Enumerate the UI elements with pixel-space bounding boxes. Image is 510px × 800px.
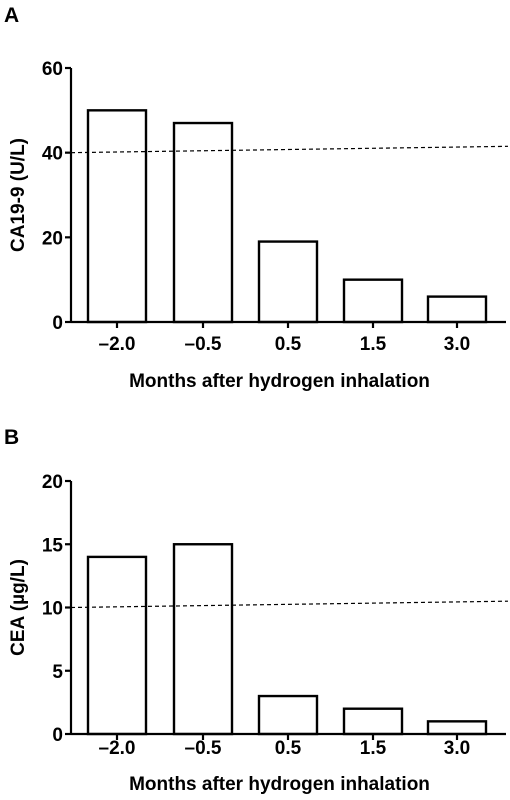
x-tick-label: –2.0 (99, 334, 136, 355)
bar-2 (257, 240, 319, 324)
x-axis-title: Months after hydrogen inhalation (129, 371, 430, 392)
bar-3 (342, 707, 404, 736)
x-axis-title: Months after hydrogen inhalation (129, 774, 430, 795)
y-tick-label: 5 (52, 662, 63, 683)
y-tick-label: 20 (42, 472, 63, 493)
bar-1 (172, 543, 234, 736)
panel-letter: B (4, 426, 19, 449)
y-axis-title: CEA (µg/L) (8, 559, 29, 656)
bar-4 (426, 720, 488, 736)
y-tick-label: 15 (42, 535, 64, 556)
x-tick-label: 1.5 (360, 334, 387, 355)
bar-4 (426, 295, 488, 324)
x-tick-label: 1.5 (360, 738, 387, 759)
bar-0 (86, 109, 148, 324)
bar-1 (172, 121, 234, 324)
bar-0 (86, 555, 148, 736)
y-tick-label: 60 (42, 59, 63, 80)
x-tick-label: –0.5 (185, 334, 222, 355)
x-tick-label: –2.0 (99, 738, 136, 759)
y-tick-label: 0 (52, 725, 63, 746)
chart-panel-b: B 0 5 10 15 20 –2.0 –0.5 0.5 1.5 3.0 Months after h… (4, 426, 509, 795)
bar-3 (342, 278, 404, 324)
threshold-line (70, 145, 509, 154)
bar-2 (257, 694, 319, 736)
y-tick-label: 20 (42, 228, 63, 249)
y-tick-label: 40 (42, 144, 63, 165)
x-tick-label: 3.0 (444, 334, 470, 355)
x-tick-label: 0.5 (275, 334, 302, 355)
x-tick-label: 0.5 (275, 738, 302, 759)
y-tick-label: 10 (42, 599, 63, 620)
chart-panel-a: A 0 20 40 60 –2.0 –0.5 0.5 1.5 3.0 Months after hy… (4, 4, 509, 392)
x-tick-label: –0.5 (185, 738, 222, 759)
threshold-line (70, 600, 509, 609)
y-tick-label: 0 (52, 313, 63, 334)
x-tick-label: 3.0 (444, 738, 470, 759)
y-axis-title: CA19-9 (U/L) (8, 138, 29, 252)
panel-letter: A (4, 4, 19, 27)
